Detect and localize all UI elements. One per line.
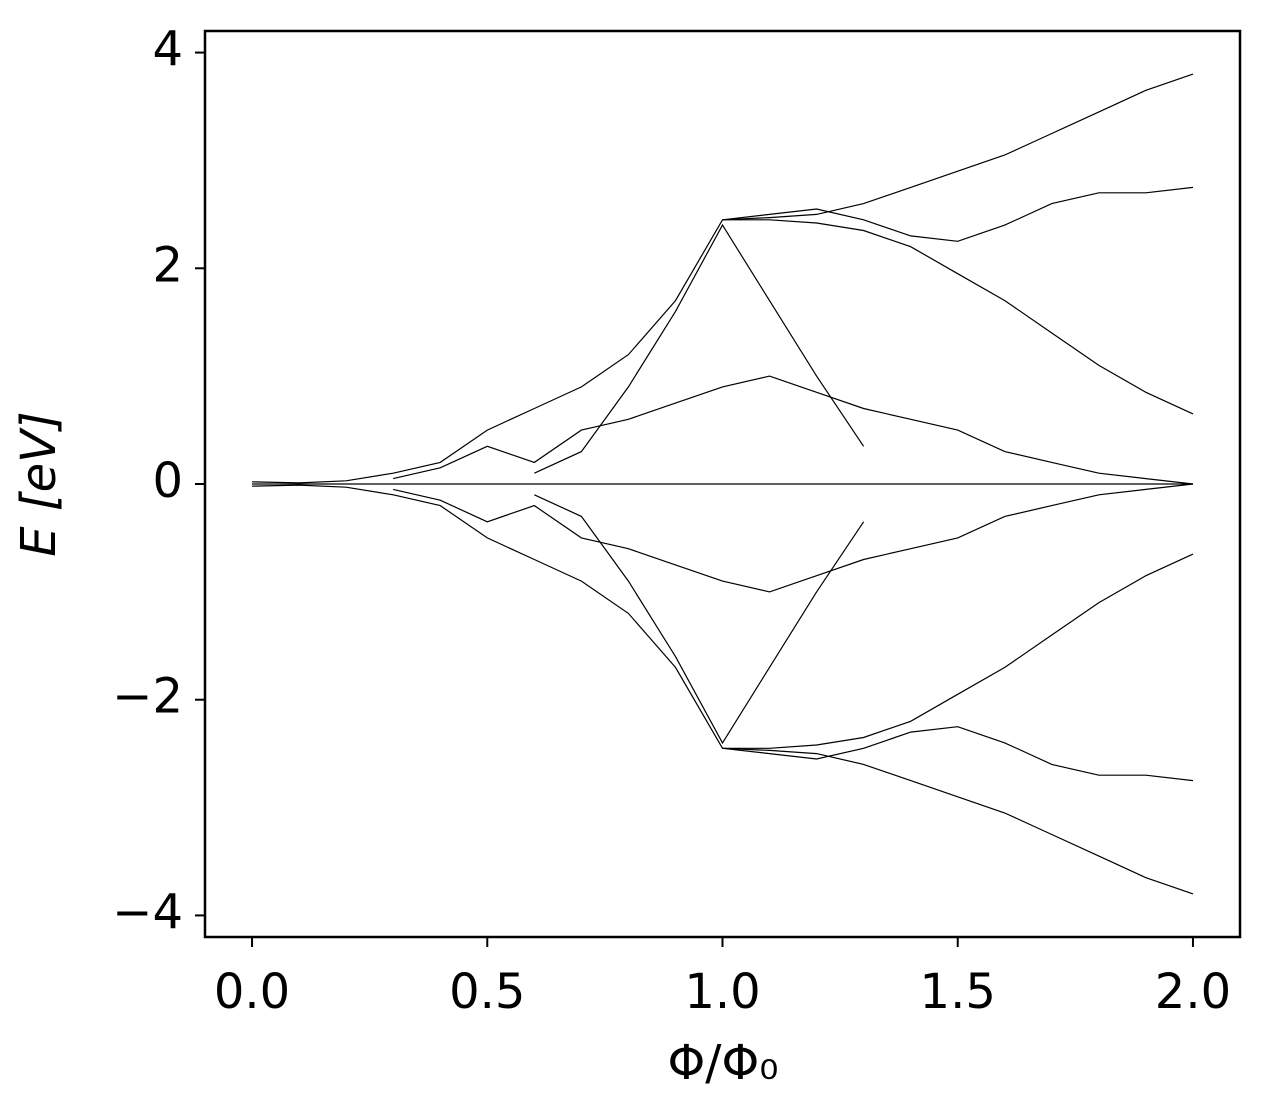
x-tick-label: 1.5	[920, 964, 996, 1020]
spectrum-line	[722, 186, 1194, 242]
x-tick-label: 1.0	[684, 964, 760, 1020]
spectrum-line	[722, 553, 1194, 749]
y-tick-label: −2	[112, 669, 183, 725]
y-axis-label: E [eV]	[11, 411, 67, 556]
spectrum-line	[722, 726, 1194, 782]
x-tick-label: 0.5	[449, 964, 525, 1020]
x-tick-label: 0.0	[214, 964, 290, 1020]
y-tick-label: 0	[152, 453, 183, 509]
spectrum-line	[393, 483, 1194, 593]
spectrum-line	[534, 494, 865, 745]
y-tick-label: 2	[152, 237, 183, 293]
y-tick-label: −4	[112, 884, 183, 940]
x-axis-label: Φ/Φ₀	[668, 1035, 779, 1091]
y-tick-label: 4	[152, 22, 183, 78]
spectrum-line	[722, 219, 1194, 415]
spectrum-line	[534, 223, 865, 474]
spectrum-line	[251, 73, 1194, 484]
spectrum-line	[251, 484, 1194, 895]
x-tick-label: 2.0	[1155, 964, 1231, 1020]
spectrum-line	[393, 375, 1194, 485]
